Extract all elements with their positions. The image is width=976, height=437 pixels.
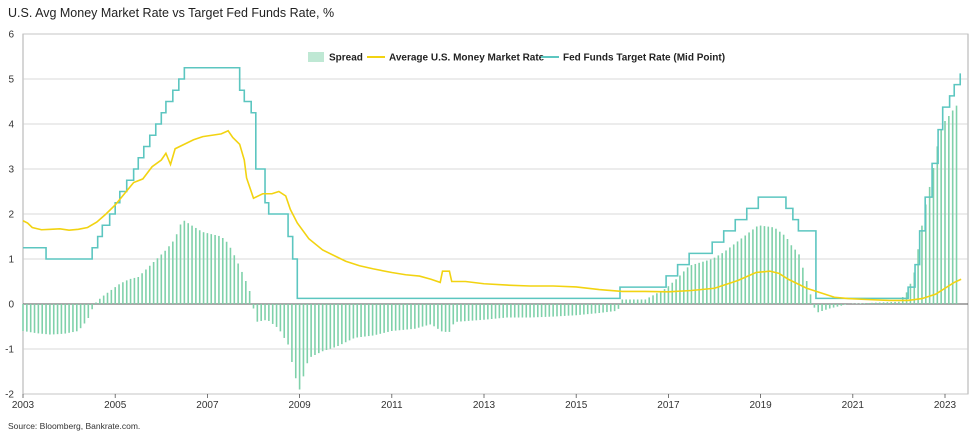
legend-money-market-label: Average U.S. Money Market Rate: [389, 53, 545, 64]
y-tick-label: 5: [8, 75, 14, 86]
x-tick-label: 2005: [104, 400, 127, 411]
source-note: Source: Bloomberg, Bankrate.com.: [8, 421, 141, 431]
x-tick-label: 2019: [749, 400, 772, 411]
y-tick-label: 1: [8, 255, 14, 266]
legend: Spread Average U.S. Money Market Rate Fed …: [308, 52, 725, 64]
legend-spread-swatch: [308, 52, 324, 62]
y-tick-label: -1: [5, 345, 14, 356]
series-lines: [22, 66, 962, 302]
y-tick-label: 2: [8, 210, 14, 221]
axes: -2 -1 0 1 2 3 4 5 6 2003 2005 2007 2009 2011 2013 2015 2…: [5, 30, 956, 412]
x-tick-label: 2011: [381, 400, 403, 411]
y-tick-label: -2: [5, 390, 14, 401]
x-tick-label: 2023: [934, 400, 957, 411]
x-tick-label: 2013: [473, 400, 496, 411]
y-tick-label: 4: [8, 120, 14, 131]
legend-fed-funds-label: Fed Funds Target Rate (Mid Point): [563, 53, 725, 64]
chart-title: U.S. Avg Money Market Rate vs Target Fed…: [8, 6, 335, 20]
x-tick-label: 2009: [288, 400, 311, 411]
fed-funds-line: [23, 66, 962, 300]
x-tick-label: 2007: [196, 400, 219, 411]
y-tick-label: 3: [8, 165, 14, 176]
x-tick-label: 2003: [12, 400, 35, 411]
y-tick-label: 6: [8, 30, 14, 41]
x-tick-label: 2017: [657, 400, 680, 411]
x-tick-label: 2015: [565, 400, 588, 411]
money-market-line: [22, 129, 962, 302]
legend-spread-label: Spread: [329, 53, 363, 64]
y-tick-label: 0: [8, 300, 14, 311]
gridlines: [22, 33, 969, 395]
x-tick-label: 2021: [842, 400, 865, 411]
